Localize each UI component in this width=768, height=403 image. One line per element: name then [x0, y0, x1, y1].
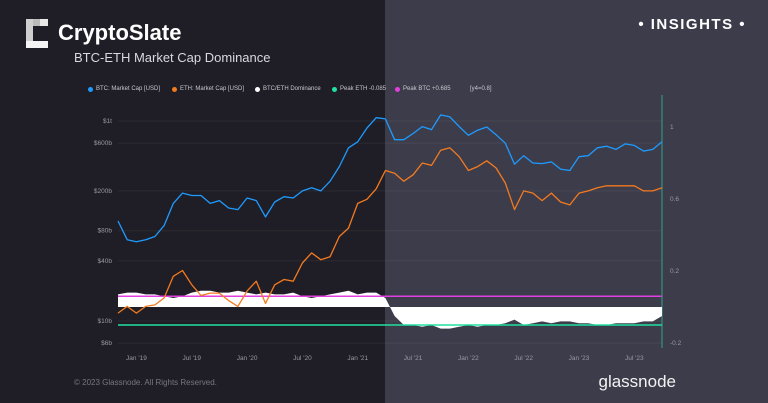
brand-name: CryptoSlate	[58, 20, 182, 45]
x-tick-label: Jan '20	[237, 355, 258, 362]
legend-btc: BTC: Market Cap [USD]	[88, 86, 160, 92]
y-right-tick-label: 0.2	[670, 268, 679, 275]
y-right-tick-label: -0.2	[670, 340, 682, 347]
x-tick-label: Jul '21	[404, 355, 423, 362]
eth-market-cap-line	[117, 147, 663, 314]
y-left-tick-label: $40b	[98, 258, 113, 265]
y-right-tick-label: 0.6	[670, 196, 679, 203]
legend-y4: [y4=0.8]	[470, 86, 492, 92]
x-tick-label: Jul '22	[514, 355, 533, 362]
highlight-region	[385, 0, 768, 403]
btc-market-cap-line	[117, 114, 663, 243]
y-left-tick-label: $10b	[98, 318, 113, 325]
legend-peak-btc: Peak BTC +0.685	[395, 86, 451, 92]
x-tick-label: Jul '23	[625, 355, 644, 362]
y-left-tick-label: $80b	[98, 228, 113, 235]
insights-badge: • INSIGHTS •	[638, 16, 746, 33]
x-tick-label: Jan '19	[126, 355, 147, 362]
x-tick-label: Jan '23	[569, 355, 590, 362]
x-tick-label: Jan '21	[347, 355, 368, 362]
chart-title: BTC-ETH Market Cap Dominance	[74, 50, 271, 65]
copyright: © 2023 Glassnode. All Rights Reserved.	[74, 378, 217, 387]
legend-eth: ETH: Market Cap [USD]	[172, 86, 244, 92]
dominance-area	[118, 290, 662, 329]
y-left-tick-label: $600b	[94, 140, 112, 147]
y-left-tick-label: $200b	[94, 188, 112, 195]
y-right-tick-label: 1	[670, 124, 674, 131]
y-left-tick-label: $1t	[103, 118, 112, 125]
y-left-tick-label: $6b	[101, 340, 112, 347]
x-tick-label: Jul '19	[182, 355, 201, 362]
x-tick-label: Jul '20	[293, 355, 312, 362]
x-tick-label: Jan '22	[458, 355, 479, 362]
cryptoslate-logo-icon	[26, 19, 48, 48]
glassnode-logo: glassnode	[598, 372, 676, 391]
legend-dominance: BTC/ETH Dominance	[255, 86, 321, 92]
legend-peak-eth: Peak ETH -0.085	[332, 86, 386, 92]
